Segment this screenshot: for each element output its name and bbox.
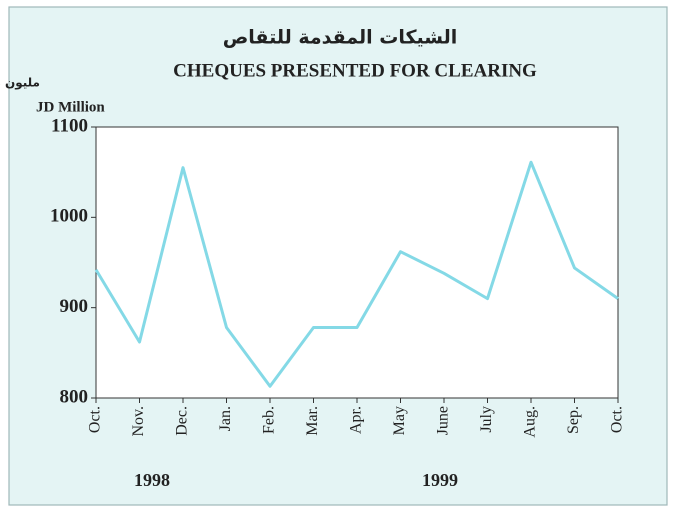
year-label: 1998: [134, 470, 170, 490]
x-tick-label: Apr.: [348, 406, 365, 434]
x-tick-label: Dec.: [174, 406, 191, 436]
x-tick-label: Feb.: [261, 406, 278, 434]
plot-area: [95, 126, 619, 399]
x-tick-label: Nov.: [130, 406, 147, 437]
chart-title: CHEQUES PRESENTED FOR CLEARING: [173, 60, 537, 81]
x-tick-label: June: [435, 406, 452, 435]
x-tick-label: July: [478, 406, 495, 433]
chart-title-arabic: الشيكات المقدمة للتقاص: [223, 27, 458, 49]
year-label: 1999: [422, 470, 458, 490]
x-tick-label: Sep.: [565, 406, 582, 434]
x-tick-label: Jan.: [217, 406, 234, 431]
y-tick-label: 800: [60, 386, 89, 407]
x-tick-label: Oct.: [609, 406, 626, 433]
y-axis-label: JD Million: [36, 99, 105, 115]
data-line: [94, 160, 619, 388]
y-tick-label: 1000: [50, 206, 88, 227]
x-tick-label: Mar.: [304, 406, 321, 436]
y-axis-label-arabic: مليون دينار: [0, 76, 40, 91]
y-tick-label: 900: [60, 296, 89, 317]
x-tick-label: Aug.: [522, 406, 539, 438]
x-tick-label: Oct.: [87, 406, 104, 433]
x-tick-label: May: [391, 406, 408, 435]
y-tick-label: 1100: [51, 115, 88, 136]
